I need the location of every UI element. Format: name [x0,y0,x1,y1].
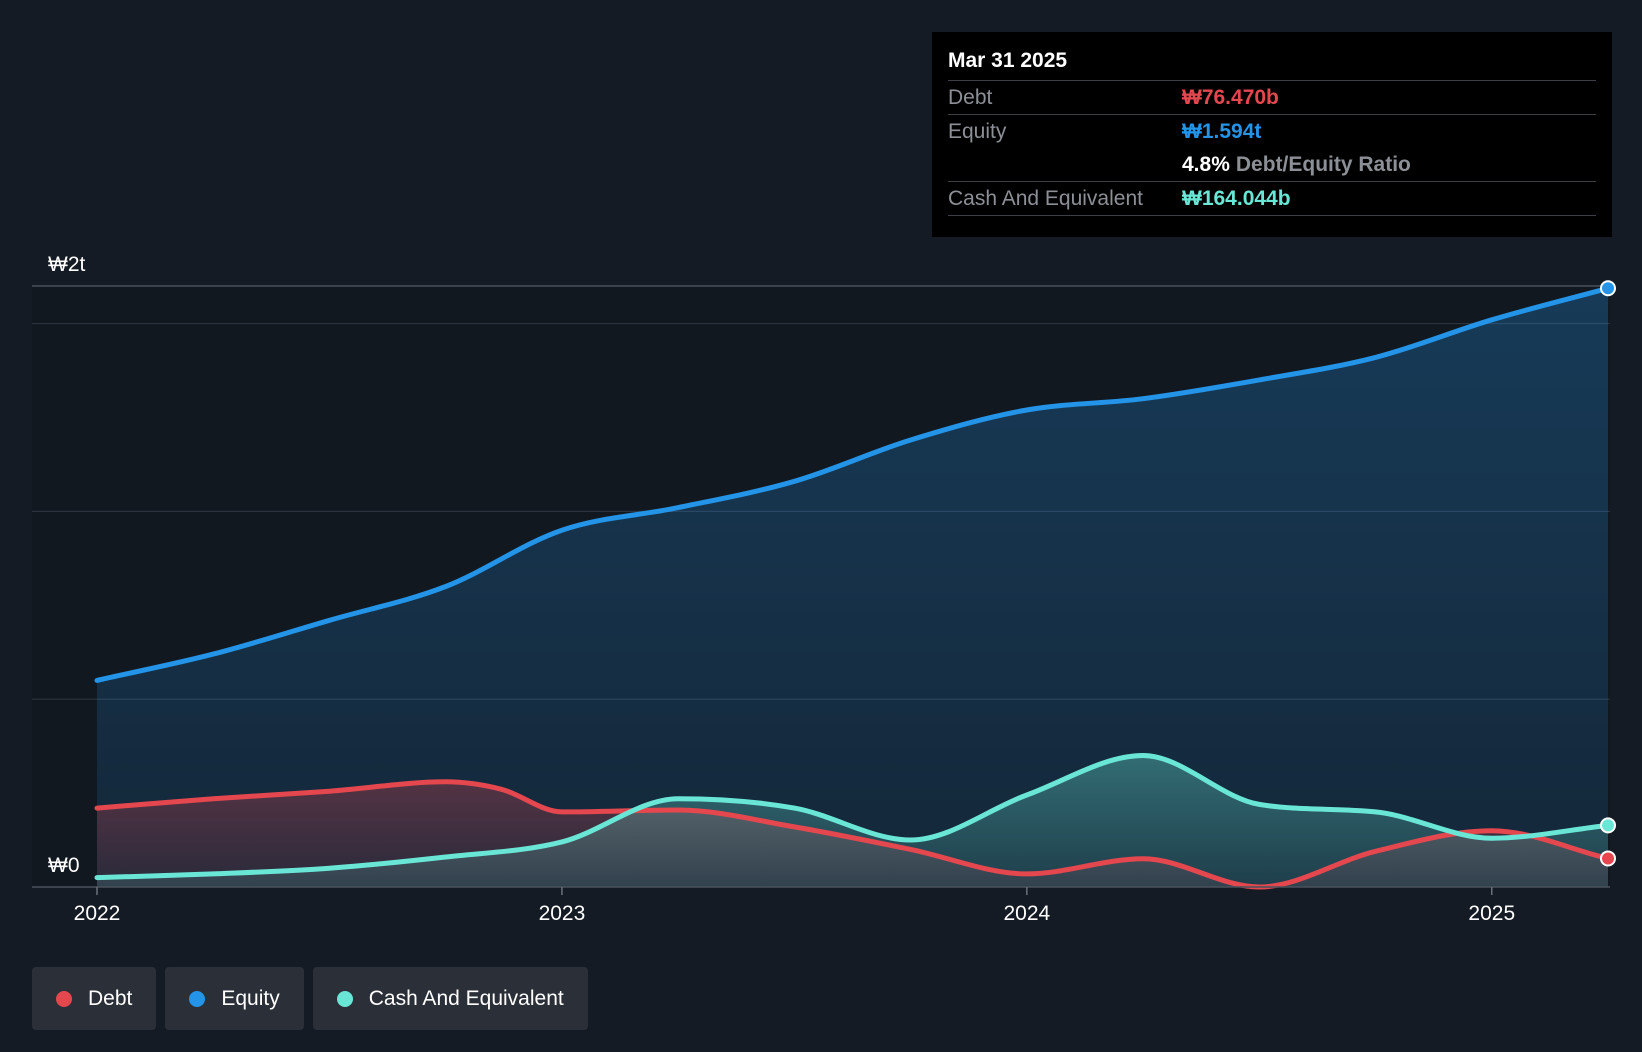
x-tick-label-2024: 2024 [1003,902,1050,925]
hover-tooltip: Mar 31 2025 Debt ₩76.470b Equity ₩1.594t… [932,32,1612,237]
tooltip-cash-value: ₩164.044b [1182,187,1291,210]
legend-equity-label: Equity [221,986,280,1010]
tooltip-equity-row: Equity ₩1.594t [948,115,1596,148]
tooltip-equity-label: Equity [948,120,1007,143]
equity-dot-icon [189,990,206,1007]
tooltip-debt-value: ₩76.470b [1182,86,1279,109]
debt-line [94,779,1611,890]
equity-line [94,285,1611,683]
axis-layer: 2022 2023 2024 2025 ₩0 ₩2t [32,253,1610,925]
cash-area [97,755,1608,887]
chart-legend: Debt Equity Cash And Equivalent [32,967,588,1030]
tooltip-equity-value: ₩1.594t [1182,120,1262,143]
cash-dot-icon [336,990,353,1007]
tooltip-cash-row: Cash And Equivalent ₩164.044b [948,182,1596,216]
legend-item-cash[interactable]: Cash And Equivalent [312,967,588,1030]
area-layer [97,288,1608,887]
tooltip-ratio-label: Debt/Equity Ratio [1235,153,1411,176]
tooltip-ratio-value: 4.8% [1182,153,1230,176]
tooltip-cash-label: Cash And Equivalent [948,187,1143,210]
tooltip-debt-label: Debt [948,86,993,109]
tooltip-ratio-row: 4.8% Debt/Equity Ratio [948,148,1596,182]
x-tick-label-2023: 2023 [539,902,586,925]
debt-dot-icon [56,990,72,1007]
line-layer [94,285,1611,890]
y-tick-label-0: ₩0 [48,854,80,877]
cash-end-marker [1600,817,1616,834]
x-tick-label-2025: 2025 [1468,902,1515,925]
equity-area [97,288,1608,887]
tooltip-date: Mar 31 2025 [948,46,1596,81]
x-tick-label-2022: 2022 [74,902,121,925]
debt-end-marker [1600,850,1616,867]
y-tick-label-1.6: ₩2t [48,253,86,276]
legend-item-debt[interactable]: Debt [32,967,157,1030]
cash-line [94,753,1611,881]
equity-end-marker [1600,280,1616,297]
tooltip-debt-row: Debt ₩76.470b [948,81,1596,115]
legend-debt-label: Debt [88,986,133,1010]
legend-cash-label: Cash And Equivalent [368,986,564,1010]
legend-item-equity[interactable]: Equity [165,967,304,1030]
tooltip-ratio-spacer [948,148,1182,181]
marker-layer [1600,280,1616,867]
